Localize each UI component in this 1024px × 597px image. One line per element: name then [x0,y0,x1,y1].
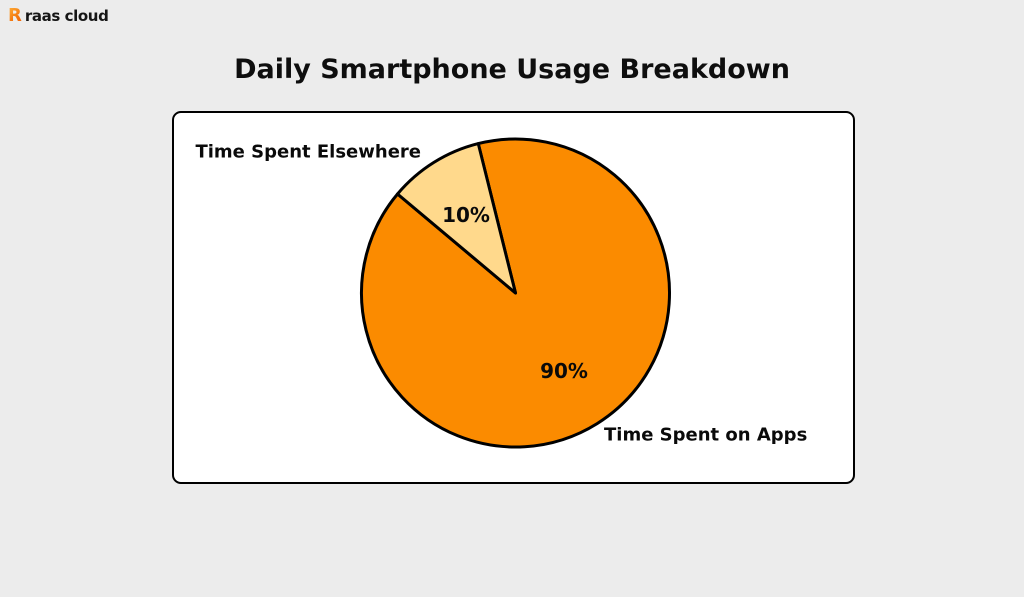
page-title: Daily Smartphone Usage Breakdown [234,54,790,86]
pie-pct-elsewhere: 10% [442,203,490,227]
pie-chart-card: Time Spent Elsewhere Time Spent on Apps … [172,111,855,484]
pie-label-elsewhere: Time Spent Elsewhere [195,141,421,163]
pie-pct-apps: 90% [540,359,588,383]
raas-cloud-logo-text: raas cloud [24,7,109,25]
raas-cloud-logo: R raas cloud [8,5,109,26]
raas-cloud-logo-icon: R [8,5,22,26]
pie-label-apps: Time Spent on Apps [604,424,808,446]
pie-slice-elsewhere [396,142,517,295]
pie-chart [360,137,671,449]
